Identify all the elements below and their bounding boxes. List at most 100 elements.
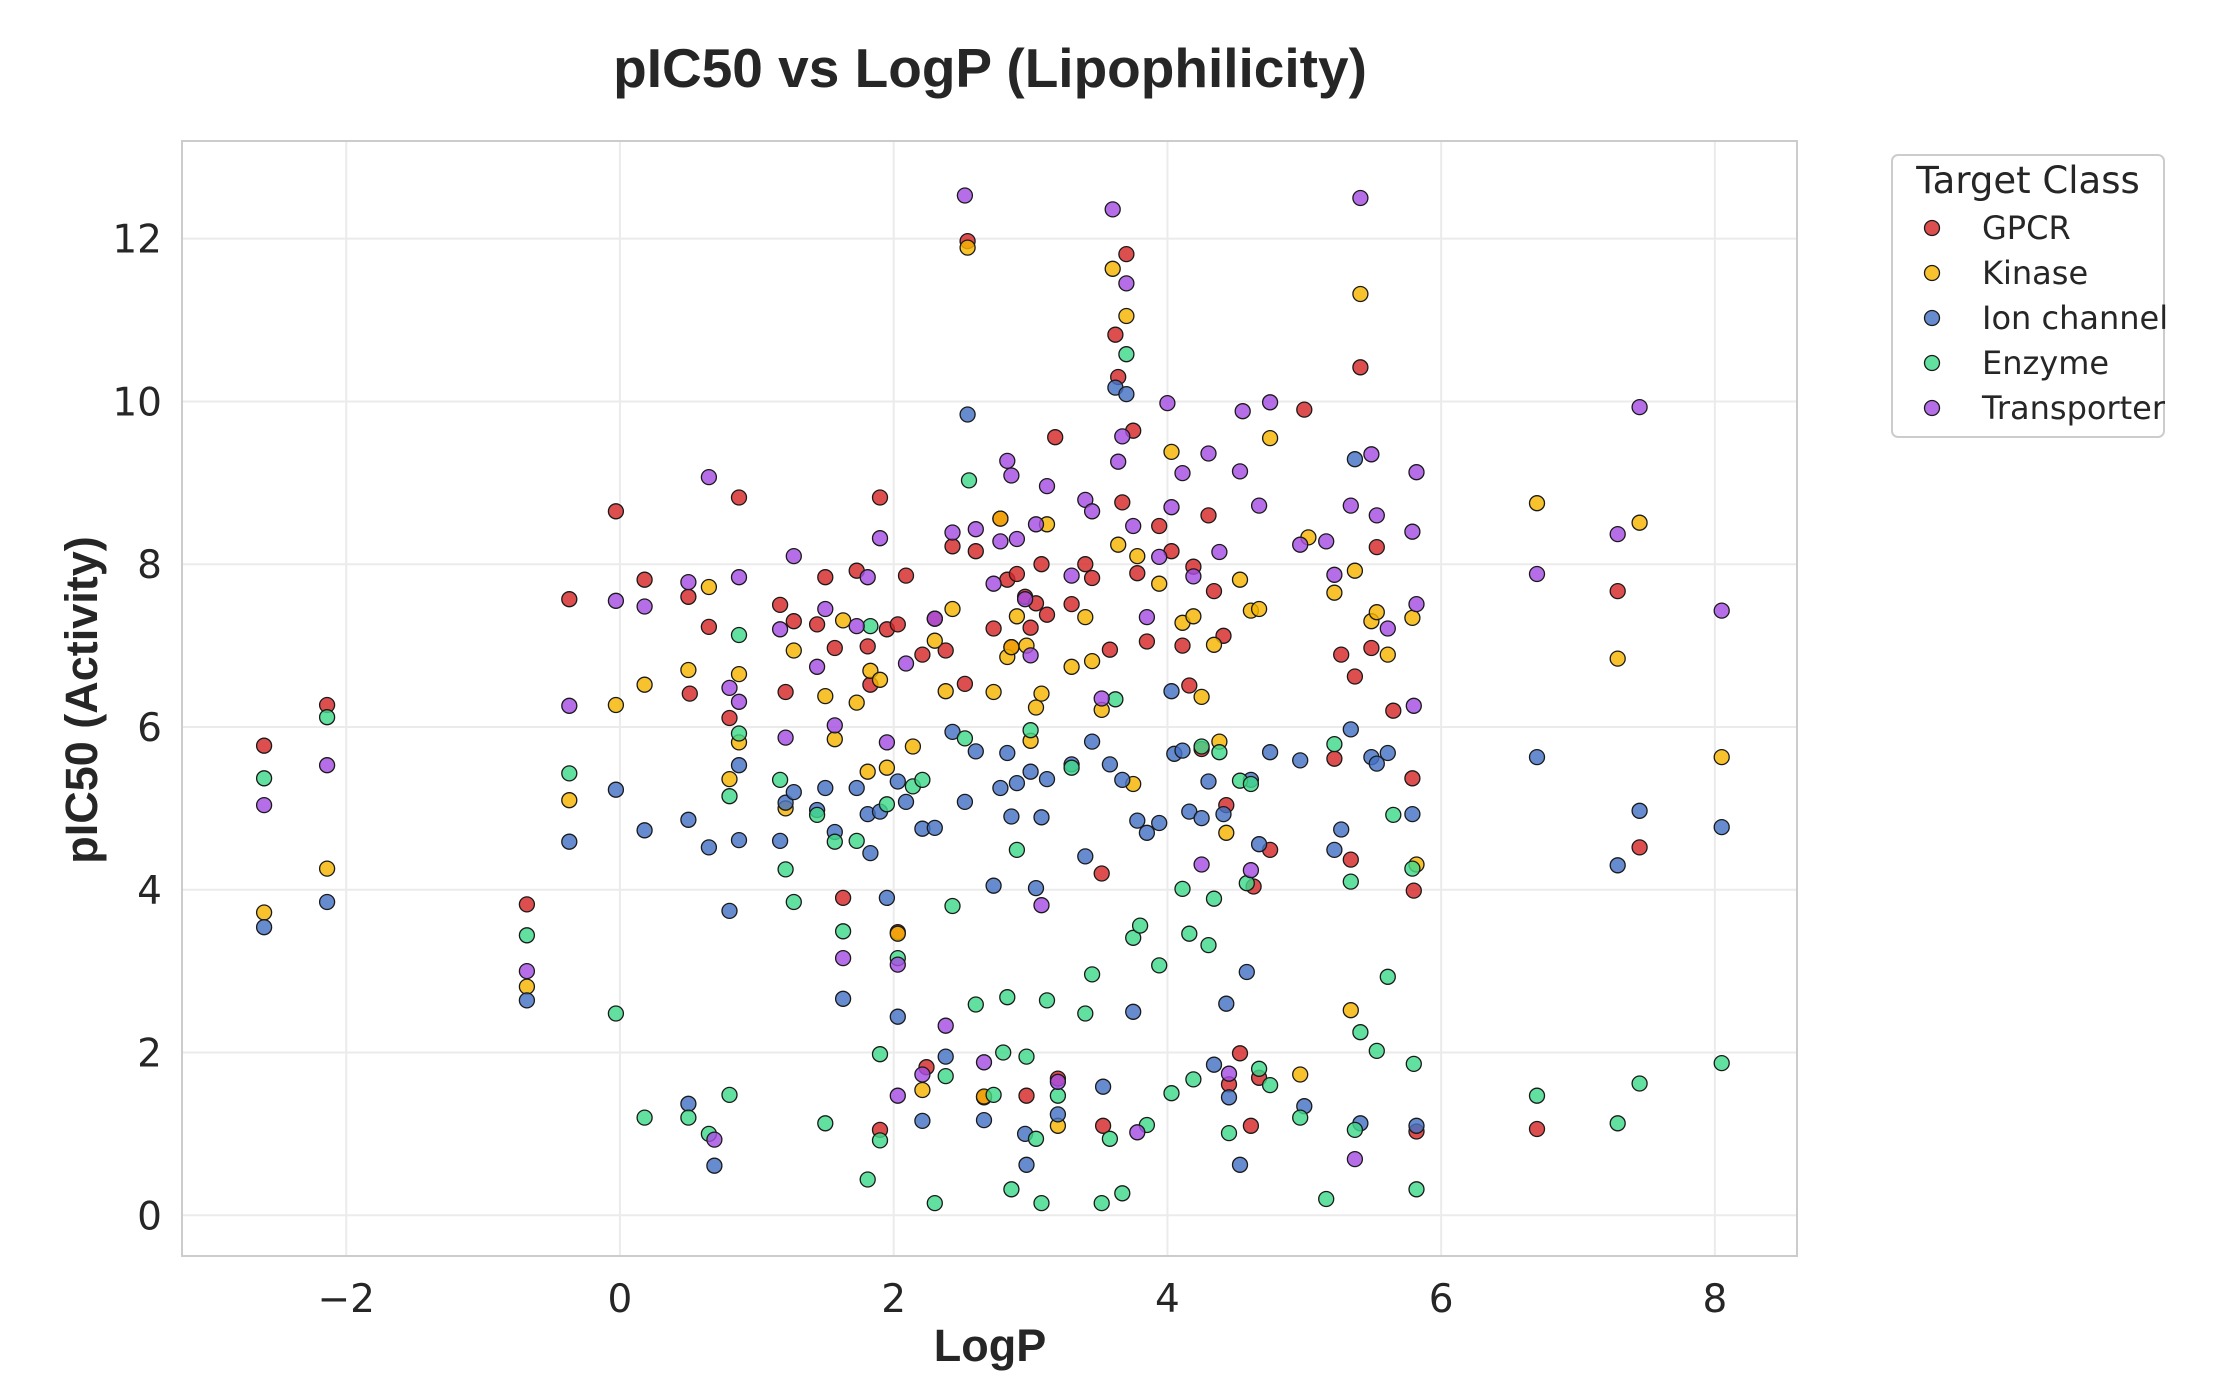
data-point [878,734,896,751]
data-point [1118,275,1135,292]
data-point [1125,517,1142,535]
data-point [1033,1194,1050,1212]
data-point [607,781,625,798]
data-point [1114,494,1131,511]
data-point [1211,744,1228,761]
data-point [992,510,1009,527]
legend-label: Enzyme [1982,344,2109,382]
data-point [785,547,802,565]
data-point [777,683,794,701]
data-point [1368,507,1385,524]
data-point [721,770,738,788]
data-point [1049,1087,1067,1104]
data-point [1242,775,1260,793]
data-point [255,770,273,787]
data-point [700,468,718,486]
data-point [1631,802,1648,819]
series-enzyme [255,346,1730,1212]
data-point [1049,1106,1067,1123]
data-point [636,822,653,839]
data-point [721,679,738,697]
data-point [878,759,896,776]
data-point [700,578,718,596]
series-ion-channel [255,379,1730,1174]
data-point [1318,1190,1335,1208]
data-point [1379,968,1396,985]
data-point [1083,503,1101,520]
y-tick-label: 10 [112,380,162,425]
data-point [967,743,984,760]
data-point [1003,808,1020,825]
data-point [561,833,578,850]
chart-title: pIC50 vs LogP (Lipophilicity) [613,37,1367,99]
data-point [680,573,697,591]
data-point [999,744,1016,762]
data-point [1151,517,1168,535]
data-point [889,956,906,973]
data-point [1609,650,1626,667]
data-point [937,683,954,700]
data-point [1077,1005,1094,1022]
data-point [1408,1181,1425,1198]
data-point [914,1081,931,1099]
legend-marker [1923,354,1941,372]
data-point [1333,646,1350,663]
data-point [1003,467,1020,484]
data-point [1238,963,1255,981]
data-point [985,877,1002,894]
data-point [1326,841,1343,859]
data-point [944,600,961,618]
y-tick-label: 4 [137,869,162,914]
data-point [937,1067,954,1085]
data-point [1385,806,1402,824]
data-point [1292,752,1309,769]
data-point [1077,556,1094,573]
data-point [914,1066,931,1083]
data-point [1218,824,1235,841]
data-point [730,831,748,849]
data-point [255,737,273,754]
data-point [1292,1109,1309,1126]
data-point [1083,966,1101,983]
data-point [1107,691,1124,708]
data-point [1151,957,1168,974]
data-point [607,1005,625,1022]
data-point [1379,620,1396,637]
data-point [1261,429,1279,447]
legend-label: Kinase [1982,254,2088,292]
data-point [1218,995,1235,1012]
data-point [771,832,789,850]
x-tick-labels: −2 0 2 4 6 8 [317,1277,1727,1322]
data-point [1038,992,1056,1009]
data-point [817,779,834,797]
data-point [1033,685,1050,702]
data-point [999,452,1016,470]
data-point [1333,821,1350,838]
data-point [992,779,1009,797]
data-point [721,709,738,727]
data-point [817,569,834,586]
data-point [1200,773,1217,790]
data-point [636,676,653,693]
data-point [1003,1181,1020,1198]
data-point [1093,865,1110,882]
data-point [1083,652,1101,670]
data-point [1094,1117,1112,1134]
data-point [834,949,852,967]
data-point [1138,824,1156,841]
data-point [1713,602,1730,619]
data-point [730,489,748,506]
data-point [859,1171,876,1188]
data-point [1631,839,1648,856]
data-point [1346,1150,1364,1168]
data-point [914,1112,931,1130]
data-point [848,617,865,635]
legend-marker [1923,219,1941,237]
data-point [771,596,789,614]
data-point [904,738,922,755]
data-point [926,819,943,837]
data-point [680,811,697,828]
data-point [1163,683,1180,700]
data-point [1205,582,1223,600]
